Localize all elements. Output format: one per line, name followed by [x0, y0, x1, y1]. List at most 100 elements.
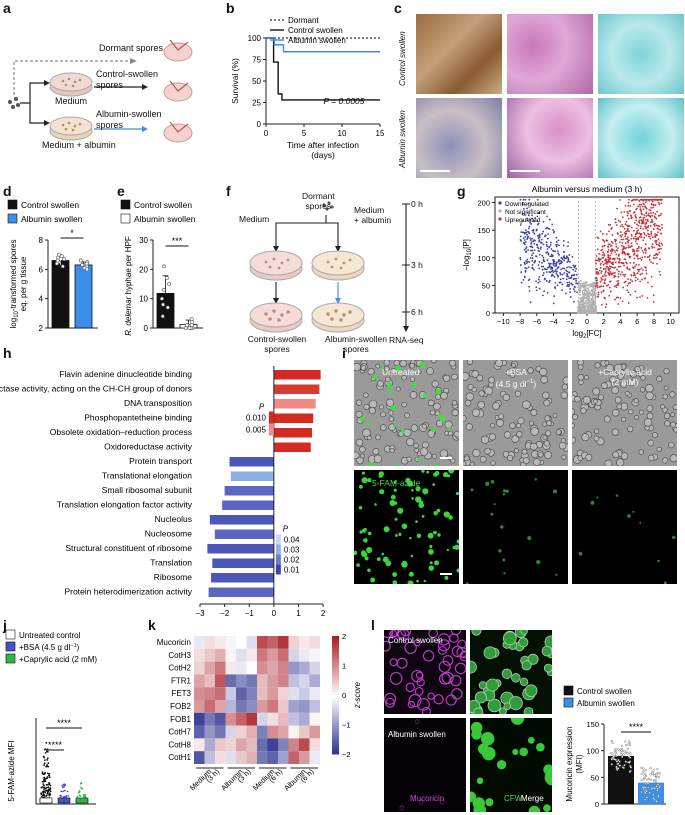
point-down — [519, 235, 522, 238]
cell — [501, 668, 512, 679]
point-up — [600, 279, 603, 281]
point-up — [650, 275, 653, 278]
point-up — [637, 237, 640, 239]
cell — [562, 376, 568, 385]
point-up — [626, 227, 629, 230]
scale-segment — [332, 668, 339, 672]
point-up — [596, 279, 599, 282]
point-up — [614, 298, 617, 301]
nes-bar-15 — [208, 587, 274, 597]
cell — [388, 416, 395, 422]
cell — [545, 430, 552, 437]
data-point — [620, 749, 623, 752]
x-tick-label: 10 — [338, 129, 347, 138]
cell — [354, 362, 362, 372]
point-up — [600, 270, 603, 273]
row-label-albumin-swollen: Albumin swollen — [398, 110, 407, 168]
y-tick-label: 50 — [252, 77, 261, 86]
cell — [603, 415, 611, 423]
point-up — [614, 261, 617, 264]
label-bsa-line1: +BSA — [505, 367, 527, 377]
point-down — [532, 229, 535, 231]
point-up — [635, 237, 638, 240]
cell — [502, 631, 517, 646]
point-down — [542, 256, 545, 259]
cell — [439, 416, 446, 422]
heatmap-cell — [215, 738, 226, 752]
point-up — [609, 271, 612, 273]
point-up — [641, 205, 644, 208]
heatmap-cell — [215, 674, 226, 688]
point-down — [528, 290, 531, 292]
zscore-heatmap: MucoricinCotH3CotH2FTR1FET3FOB2FOB1CotH7… — [157, 632, 362, 793]
point-ns — [590, 301, 592, 304]
cell — [450, 458, 456, 464]
point-up — [643, 214, 646, 216]
heatmap-cell — [194, 738, 205, 752]
panel-label-e: e — [117, 183, 125, 199]
panel-f-schematic — [249, 201, 410, 333]
point-up — [655, 243, 658, 246]
cell — [454, 662, 466, 675]
data-point — [49, 787, 52, 789]
cell — [407, 580, 414, 584]
point-up — [619, 297, 622, 299]
cell — [555, 429, 562, 436]
point-down — [536, 223, 539, 226]
point-ns — [579, 301, 582, 303]
point-down — [555, 272, 558, 275]
cell — [379, 404, 384, 410]
point-up — [627, 278, 630, 280]
point-up — [635, 216, 638, 219]
point-up — [603, 244, 606, 247]
point-up — [628, 210, 631, 213]
cell — [638, 409, 644, 415]
cell — [498, 413, 505, 420]
gms-control-image — [598, 14, 684, 94]
cell — [672, 404, 677, 411]
data-point — [43, 762, 46, 765]
point-up — [645, 249, 647, 252]
point-up — [636, 247, 639, 250]
legend-swatch — [120, 213, 131, 224]
x-tick-label: −3 — [195, 609, 205, 616]
point-up — [652, 294, 655, 297]
data-point — [43, 794, 46, 797]
data-point — [49, 788, 52, 791]
cell — [423, 579, 426, 583]
point-ns — [581, 300, 584, 303]
point-down — [575, 282, 577, 285]
point-down — [561, 273, 564, 276]
cell — [430, 427, 436, 433]
data-point — [43, 764, 46, 766]
point-up — [655, 198, 658, 201]
point-up — [605, 260, 608, 263]
point-up — [639, 280, 642, 283]
dish-albumin-swollen-icon — [311, 302, 365, 333]
cell — [503, 572, 506, 575]
point-up — [640, 267, 643, 270]
y-tick-label: 6 — [39, 265, 44, 274]
p-scale-swatch — [275, 544, 281, 555]
point-ns — [582, 289, 585, 291]
data-point — [615, 754, 618, 758]
cell — [421, 514, 425, 518]
point-ns — [590, 288, 593, 291]
point-up — [612, 257, 615, 260]
point-down — [568, 271, 571, 274]
point-up — [645, 212, 648, 215]
y-tick-label: 200 — [477, 199, 490, 208]
cell — [415, 486, 421, 492]
point-up — [642, 208, 645, 211]
point-up — [617, 282, 620, 285]
heatmap-cell — [278, 674, 289, 688]
arrow-dormant — [13, 60, 130, 95]
x-tick-label: −4 — [549, 317, 558, 326]
heatmap-cell — [299, 687, 310, 700]
data-point — [649, 778, 653, 781]
point-down — [568, 266, 571, 268]
cell — [450, 675, 462, 687]
point-up — [618, 261, 621, 264]
dish-medium-icon — [249, 250, 303, 281]
